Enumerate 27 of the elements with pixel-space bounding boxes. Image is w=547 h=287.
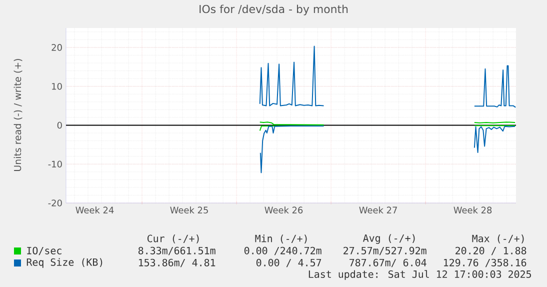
x-tick-label: Week 27 (359, 206, 397, 214)
y-tick-label: 0 (57, 122, 62, 129)
text: 27.57m/527.92m (344, 246, 426, 256)
text: 20.20 / 1.88 (456, 246, 526, 256)
y-tick-label: 20 (52, 44, 62, 51)
x-tick-label: Week 24 (76, 206, 114, 214)
legend-label: IO/sec (27, 246, 62, 256)
y-axis-title: Units read (-) / write (+) (14, 58, 22, 171)
text: 8.33m/661.51m (138, 246, 216, 256)
text: 153.86m/ 4.81 (139, 258, 216, 268)
text: 0.00 /240.72m (244, 246, 322, 256)
y-tick-label: 10 (52, 82, 62, 90)
legend-label: Req Size (KB) (26, 258, 102, 268)
text: 0.00 / 4.57 (256, 258, 322, 268)
text: Max (-/+) (472, 234, 524, 244)
x-tick-label: Week 25 (170, 206, 208, 214)
text: 787.67m/ 6.04 (350, 258, 426, 268)
x-tick-label: Week 26 (264, 206, 303, 214)
y-tick-label: -20 (48, 200, 62, 206)
text: Avg (-/+) (363, 234, 415, 244)
chart-title: IOs for /dev/sda - by month (200, 4, 348, 16)
text: Cur (-/+) (147, 234, 199, 244)
text: 129.76 /358.16 (444, 258, 526, 268)
x-tick-label: Week 28 (454, 206, 492, 214)
y-tick-label: -10 (48, 160, 62, 168)
text: Min (-/+) (255, 234, 307, 244)
text: Last update: Sat Jul 12 17:00:03 2025 (308, 270, 531, 280)
